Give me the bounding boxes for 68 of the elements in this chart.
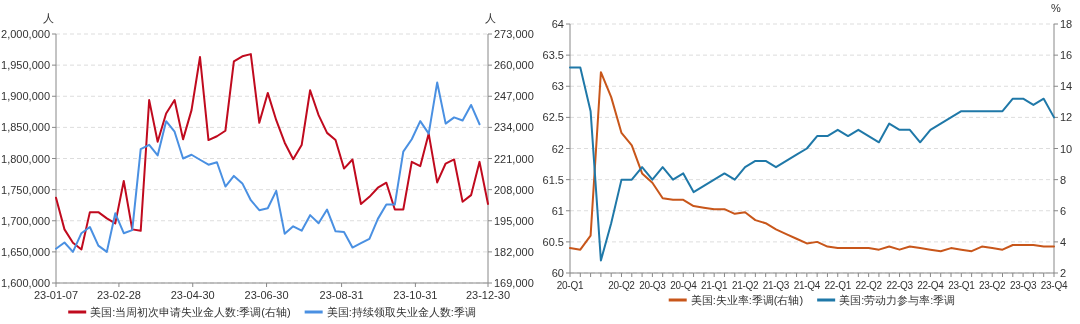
- y2-tick-label: 10: [1060, 142, 1073, 155]
- y2-tick-label: 195,000: [494, 214, 534, 227]
- y2-tick-label: 182,000: [494, 245, 534, 258]
- y2-tick-label: 8: [1060, 173, 1067, 186]
- y-tick-label: 60: [551, 267, 564, 279]
- x-tick-label: 20-Q2: [608, 280, 636, 291]
- x-tick-label: 22-Q3: [886, 280, 914, 291]
- y2-tick-label: 208,000: [494, 183, 534, 196]
- x-tick-label: 21-Q2: [731, 280, 759, 291]
- line-series: [55, 53, 489, 251]
- y-tick-label: 1,750,000: [1, 183, 50, 196]
- y2-tick-label: 221,000: [494, 152, 534, 165]
- y-tick-label: 62.5: [542, 111, 564, 124]
- y2-tick-label: 14: [1060, 80, 1073, 93]
- y2-axis-title: 人: [484, 12, 496, 24]
- x-tick-label: 21-Q4: [793, 280, 821, 291]
- y-tick-label: 61: [551, 204, 564, 217]
- x-tick-label: 22-Q2: [855, 280, 883, 291]
- y-tick-label: 63.5: [542, 49, 564, 62]
- y2-tick-label: 16: [1060, 49, 1073, 62]
- y2-tick-label: 234,000: [494, 121, 534, 134]
- x-tick-label: 23-Q4: [1040, 280, 1068, 291]
- y-tick-label: 1,850,000: [1, 121, 50, 134]
- x-tick-label: 22-Q4: [917, 280, 945, 291]
- y-axis-title: 人: [42, 12, 54, 24]
- y-tick-label: 60.5: [542, 235, 564, 248]
- y2-tick-label: 12: [1060, 111, 1073, 124]
- x-tick-label: 21-Q3: [762, 280, 790, 291]
- legend-label: 美国:失业率:季调(右轴): [690, 294, 804, 306]
- x-tick-label: 23-08-31: [319, 289, 364, 301]
- y-tick-label: 1,900,000: [1, 90, 50, 103]
- y-tick-label: 62: [551, 142, 564, 155]
- y-tick-label: 1,800,000: [1, 152, 50, 165]
- line-series: [55, 81, 481, 253]
- y2-tick-label: 169,000: [494, 277, 534, 289]
- y-tick-label: 2,000,000: [1, 28, 50, 40]
- y2-tick-label: 4: [1060, 235, 1067, 248]
- y-tick-label: 1,600,000: [1, 277, 50, 289]
- legend-label: 美国:持续领取失业金人数:季调: [326, 306, 476, 318]
- x-tick-label: 23-04-30: [170, 289, 215, 301]
- y-tick-label: 64: [551, 18, 564, 30]
- y2-tick-label: 260,000: [494, 59, 534, 72]
- x-tick-label: 20-Q1: [556, 280, 584, 291]
- x-tick-label: 20-Q3: [639, 280, 667, 291]
- y2-tick-label: 273,000: [494, 28, 534, 40]
- y-tick-label: 1,700,000: [1, 214, 50, 227]
- y-tick-label: 61.5: [542, 173, 564, 186]
- y-tick-label: 63: [551, 80, 564, 93]
- y2-tick-label: 2: [1060, 267, 1067, 279]
- y2-tick-label: 6: [1060, 204, 1067, 217]
- x-tick-label: 21-Q1: [701, 280, 729, 291]
- x-tick-label: 23-06-30: [244, 289, 289, 301]
- legend-label: 美国:劳动力参与率:季调: [839, 294, 956, 306]
- x-tick-label: 20-Q4: [670, 280, 698, 291]
- y-tick-label: 1,950,000: [1, 59, 50, 72]
- y-tick-label: 1,650,000: [1, 245, 50, 258]
- x-tick-label: 22-Q1: [824, 280, 852, 291]
- x-tick-label: 23-12-30: [465, 289, 511, 301]
- x-tick-label: 23-01-07: [33, 289, 79, 301]
- y2-tick-label: 18: [1060, 18, 1073, 30]
- y2-axis-title: %: [1051, 2, 1062, 14]
- x-tick-label: 23-Q2: [979, 280, 1007, 291]
- x-tick-label: 23-Q3: [1009, 280, 1037, 291]
- x-tick-label: 23-02-28: [96, 289, 141, 301]
- x-tick-label: 23-Q1: [948, 280, 976, 291]
- legend-label: 美国:当周初次申请失业金人数:季调(右轴): [90, 306, 291, 318]
- y2-tick-label: 247,000: [494, 90, 534, 103]
- x-tick-label: 23-10-31: [393, 289, 438, 301]
